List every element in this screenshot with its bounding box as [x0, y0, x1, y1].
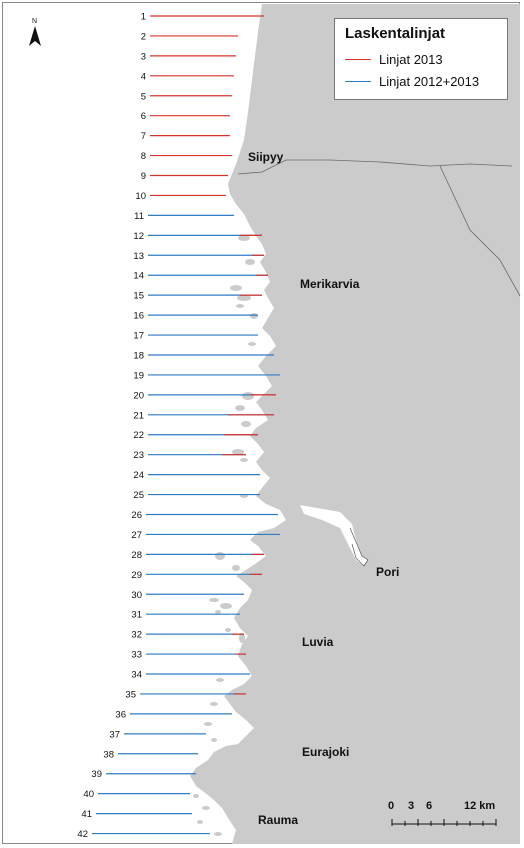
transect-labels: 1234567891011121314151617181920212223242… — [77, 12, 146, 841]
transect-label-11: 11 — [134, 211, 144, 222]
transect-label-35: 35 — [125, 689, 136, 700]
transect-label-41: 41 — [81, 809, 92, 820]
transect-label-33: 33 — [131, 650, 142, 661]
land-area — [190, 4, 521, 844]
transect-label-6: 6 — [141, 111, 146, 122]
legend: Laskentalinjat Linjat 2013 Linjat 2012+2… — [334, 18, 508, 100]
transect-label-15: 15 — [133, 291, 144, 302]
transect-label-40: 40 — [83, 789, 94, 800]
north-arrow: N — [26, 16, 44, 50]
transect-label-28: 28 — [131, 550, 142, 561]
regional-border-2 — [439, 165, 521, 297]
transect-label-20: 20 — [133, 390, 144, 401]
transect-label-7: 7 — [141, 131, 146, 142]
estuary-outline — [349, 527, 369, 567]
transect-label-3: 3 — [141, 51, 146, 62]
transect-label-21: 21 — [133, 410, 144, 421]
legend-item-2012-2013: Linjat 2012+2013 — [345, 73, 479, 89]
legend-label-2013: Linjat 2013 — [379, 51, 443, 67]
estuary — [300, 505, 368, 566]
mainland — [190, 4, 520, 844]
transect-label-42: 42 — [77, 829, 88, 840]
transect-label-12: 12 — [133, 231, 144, 242]
transect-label-22: 22 — [133, 430, 144, 441]
legend-title: Laskentalinjat — [345, 25, 446, 42]
transect-label-16: 16 — [133, 311, 144, 322]
transect-label-1: 1 — [141, 12, 146, 23]
transect-label-10: 10 — [135, 191, 146, 202]
transect-label-14: 14 — [133, 271, 144, 282]
transect-label-29: 29 — [131, 570, 142, 581]
place-label-eurajoki: Eurajoki — [302, 745, 349, 759]
transect-label-32: 32 — [131, 630, 142, 641]
north-arrow-label: N — [32, 18, 37, 25]
transect-label-23: 23 — [133, 450, 144, 461]
transect-label-36: 36 — [115, 709, 126, 720]
place-label-siipyy: Siipyy — [248, 150, 284, 164]
transect-label-18: 18 — [133, 350, 144, 361]
legend-label-2012-2013: Linjat 2012+2013 — [379, 73, 480, 89]
transect-label-13: 13 — [133, 251, 144, 262]
scale-tick-12: 12 km — [464, 800, 496, 812]
transect-label-37: 37 — [109, 729, 120, 740]
scale-tick-6: 6 — [426, 800, 433, 812]
transect-label-25: 25 — [133, 490, 144, 501]
transect-label-2: 2 — [141, 31, 146, 42]
transect-label-24: 24 — [133, 470, 144, 481]
legend-item-2013: Linjat 2013 — [345, 51, 443, 67]
scale-tick-0: 0 — [388, 800, 395, 812]
transect-label-17: 17 — [133, 331, 144, 342]
scale-bar: 0 3 6 12 km — [388, 800, 508, 836]
place-label-pori: Pori — [376, 565, 399, 579]
transect-label-27: 27 — [131, 530, 142, 541]
transect-label-5: 5 — [141, 91, 146, 102]
transect-label-34: 34 — [131, 670, 142, 681]
transect-label-39: 39 — [91, 769, 102, 780]
transect-label-31: 31 — [131, 610, 142, 621]
transect-label-38: 38 — [103, 749, 114, 760]
legend-swatch-red — [345, 58, 371, 60]
place-label-luvia: Luvia — [302, 635, 334, 649]
north-arrow-icon: N — [29, 18, 41, 46]
transect-label-4: 4 — [141, 71, 146, 82]
legend-swatch-blue — [345, 80, 371, 82]
place-label-merikarvia: Merikarvia — [300, 277, 360, 291]
place-label-rauma: Rauma — [258, 813, 298, 827]
regional-border — [237, 159, 513, 175]
scale-bar-graphic — [391, 819, 497, 826]
transect-label-26: 26 — [131, 510, 142, 521]
transect-lines — [92, 15, 280, 835]
scale-tick-3: 3 — [408, 800, 415, 812]
transect-label-9: 9 — [141, 171, 146, 182]
transect-label-8: 8 — [141, 151, 146, 162]
place-names: Siipyy Merikarvia Pori Luvia Eurajoki Ra… — [248, 150, 399, 827]
transect-label-19: 19 — [133, 370, 144, 381]
transect-label-30: 30 — [131, 590, 142, 601]
